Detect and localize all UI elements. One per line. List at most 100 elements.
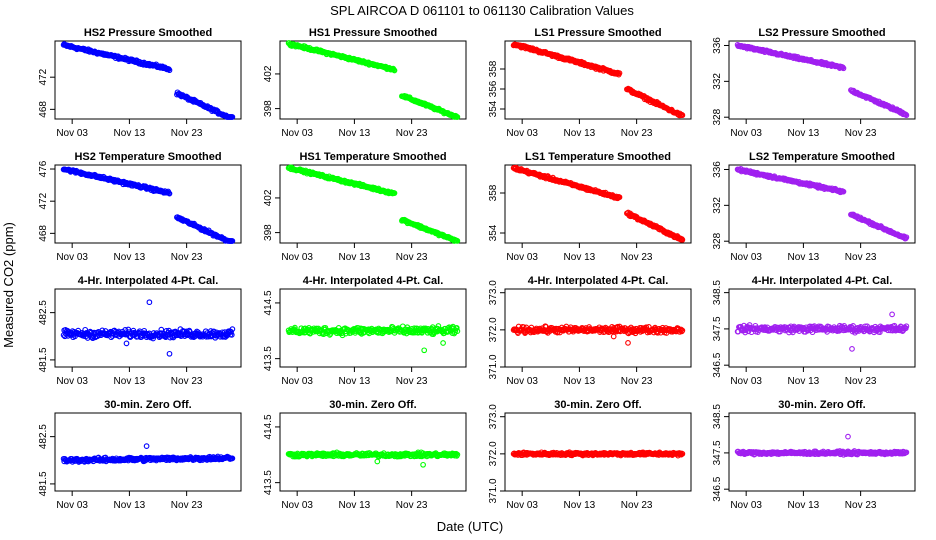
- data-point: [849, 346, 855, 352]
- chart-panel: LS1 Temperature Smoothed Nov 03 Nov 13 Nov …: [488, 151, 692, 263]
- y-tick-label: 346.5: [712, 476, 723, 501]
- plot-frame: [504, 412, 692, 492]
- x-tick-label: Nov 23: [845, 376, 877, 387]
- x-tick-label: Nov 03: [56, 500, 88, 511]
- chart-panel: 4-Hr. Interpolated 4-Pt. Cal. Nov 03 Nov 1…: [263, 275, 467, 387]
- y-tick-label: 414.5: [263, 290, 274, 315]
- y-tick-label: 481.5: [38, 471, 49, 496]
- x-tick-label: Nov 13: [114, 500, 146, 511]
- x-tick-label: Nov 13: [788, 252, 820, 263]
- data-points: [734, 433, 910, 458]
- x-tick-label: Nov 03: [506, 252, 538, 263]
- y-tick-label: 346.5: [712, 352, 723, 377]
- x-tick-label: Nov 03: [281, 376, 313, 387]
- data-points: [60, 443, 236, 465]
- y-tick-label: 372.0: [488, 441, 499, 466]
- plot-frame: [54, 40, 242, 120]
- data-point: [840, 188, 847, 195]
- y-tick-label: 482.5: [38, 300, 49, 325]
- panel-title: 30-min. Zero Off.: [554, 399, 641, 411]
- x-tick-label: Nov 03: [281, 500, 313, 511]
- data-points: [734, 41, 910, 119]
- y-tick-label: 356: [488, 80, 499, 97]
- data-points: [510, 41, 686, 119]
- y-tick-label: 336: [712, 37, 723, 54]
- y-tick-label: 472: [38, 192, 49, 209]
- x-tick-label: Nov 23: [845, 500, 877, 511]
- y-tick-label: 354: [488, 100, 499, 117]
- data-point: [903, 112, 910, 119]
- data-point: [166, 67, 173, 74]
- chart-panel: 30-min. Zero Off. Nov 03 Nov 13 Nov 23 481.5…: [38, 399, 242, 511]
- plot-frame: [728, 288, 916, 368]
- data-point: [228, 332, 235, 338]
- plot-frame: [504, 288, 692, 368]
- y-tick-label: 348.5: [712, 404, 723, 429]
- data-point: [679, 450, 686, 457]
- x-tick-label: Nov 13: [788, 128, 820, 139]
- x-tick-label: Nov 13: [339, 500, 371, 511]
- data-point: [679, 112, 686, 119]
- chart-panel: HS2 Temperature Smoothed Nov 03 Nov 13 Nov …: [38, 151, 242, 263]
- x-tick-label: Nov 23: [845, 128, 877, 139]
- data-point: [454, 114, 461, 120]
- x-tick-label: Nov 23: [171, 128, 203, 139]
- x-tick-label: Nov 03: [730, 128, 762, 139]
- y-tick-label: 468: [38, 101, 49, 118]
- x-tick-label: Nov 13: [564, 500, 596, 511]
- plot-frame: [279, 412, 467, 492]
- data-point: [166, 190, 173, 197]
- data-point: [903, 449, 910, 456]
- x-tick-label: Nov 23: [171, 252, 203, 263]
- y-tick-label: 482.5: [38, 424, 49, 449]
- x-tick-label: Nov 13: [114, 128, 146, 139]
- data-point: [625, 340, 631, 346]
- x-tick-label: Nov 03: [56, 128, 88, 139]
- data-point: [228, 328, 234, 335]
- chart-panel: HS1 Temperature Smoothed Nov 03 Nov 13 Nov …: [263, 151, 467, 263]
- plot-frame: [54, 288, 242, 368]
- chart-panel: LS2 Pressure Smoothed Nov 03 Nov 13 Nov 23 3…: [712, 27, 916, 139]
- x-tick-label: Nov 13: [339, 252, 371, 263]
- x-tick-label: Nov 13: [339, 376, 371, 387]
- data-point: [374, 458, 381, 465]
- data-point: [610, 333, 617, 340]
- y-tick-label: 472: [38, 68, 49, 85]
- y-axis-label: Measured CO2 (ppm): [1, 222, 16, 348]
- y-tick-label: 413.5: [263, 470, 274, 495]
- data-point: [889, 311, 895, 318]
- panel-title: 4-Hr. Interpolated 4-Pt. Cal.: [303, 275, 444, 287]
- data-points: [285, 323, 461, 354]
- plot-frame: [504, 40, 692, 120]
- x-tick-label: Nov 03: [730, 500, 762, 511]
- data-point: [146, 299, 153, 306]
- x-tick-label: Nov 23: [396, 252, 428, 263]
- plot-frame: [279, 288, 467, 368]
- panel-title: HS2 Pressure Smoothed: [84, 27, 212, 39]
- data-points: [510, 449, 686, 459]
- panel-title: HS2 Temperature Smoothed: [74, 151, 221, 163]
- y-tick-label: 336: [712, 161, 723, 178]
- data-point: [229, 455, 236, 462]
- data-point: [679, 327, 686, 334]
- data-points: [510, 164, 686, 243]
- data-point: [454, 328, 461, 334]
- x-tick-label: Nov 13: [114, 252, 146, 263]
- chart-panel: 30-min. Zero Off. Nov 03 Nov 13 Nov 23 346.5…: [712, 399, 916, 511]
- chart-panel: HS2 Pressure Smoothed Nov 03 Nov 13 Nov 23 4…: [38, 27, 242, 139]
- chart-panel: LS2 Temperature Smoothed Nov 03 Nov 13 Nov …: [712, 151, 916, 263]
- panel-title: 30-min. Zero Off.: [778, 399, 865, 411]
- panel-title: 30-min. Zero Off.: [329, 399, 416, 411]
- x-tick-label: Nov 23: [396, 376, 428, 387]
- y-tick-label: 332: [712, 197, 723, 214]
- x-tick-label: Nov 13: [564, 376, 596, 387]
- y-tick-label: 476: [38, 160, 49, 177]
- y-tick-label: 328: [712, 108, 723, 125]
- data-point: [616, 194, 623, 201]
- data-point: [421, 347, 428, 354]
- x-tick-label: Nov 23: [171, 376, 203, 387]
- y-tick-label: 373.0: [488, 404, 499, 429]
- panel-title: 4-Hr. Interpolated 4-Pt. Cal.: [78, 275, 219, 287]
- y-tick-label: 347.5: [712, 440, 723, 465]
